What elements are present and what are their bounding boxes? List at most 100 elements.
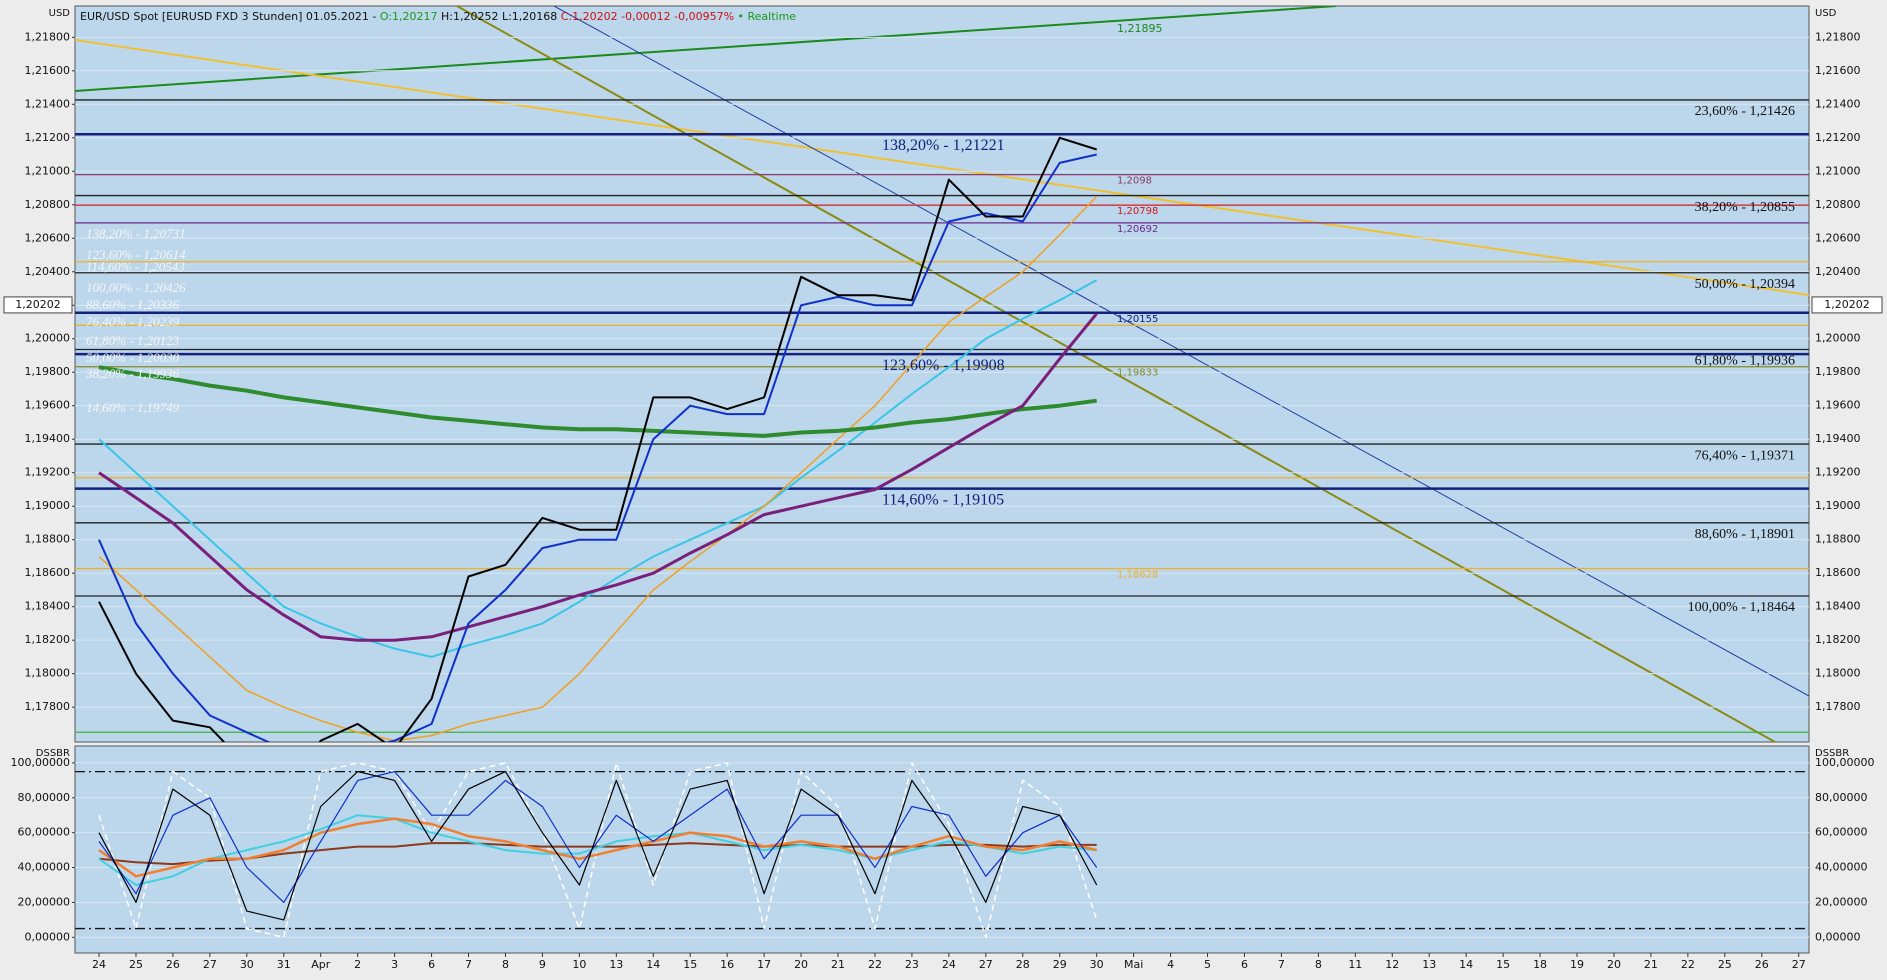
y-tick-label: 1,18400: [1815, 600, 1861, 613]
y-tick-label: 1,20600: [1815, 231, 1861, 244]
y-tick-label: 1,21800: [25, 30, 71, 43]
y-tick-label: 1,18000: [1815, 667, 1861, 680]
x-tick-label: 21: [1644, 958, 1658, 971]
level-tag: 1,19833: [1117, 368, 1158, 379]
unit-label: USD: [49, 8, 71, 19]
y-tick-label: 1,21400: [25, 97, 71, 110]
level-label: 138,20% - 1,21221: [882, 137, 1005, 154]
y-tick-label: 1,19600: [1815, 399, 1861, 412]
y-tick-label: 100,00000: [11, 756, 71, 769]
series-line: [98, 195, 1098, 742]
x-tick-label: 25: [1718, 958, 1732, 971]
x-tick-label: 20: [794, 958, 808, 971]
x-tick-label: 8: [1315, 958, 1322, 971]
y-tick-label: 40,00000: [1815, 861, 1868, 874]
y-tick-label: 1,19800: [1815, 365, 1861, 378]
level-tag: 1,20798: [1117, 206, 1158, 217]
header-part: C:1,20202 -0,00012 -0,00957%: [561, 10, 734, 23]
top-tag: 1,21895: [1117, 22, 1163, 35]
y-tick-label: 1,21800: [1815, 30, 1861, 43]
y-tick-label: 60,00000: [1815, 826, 1868, 839]
x-tick-label: 15: [683, 958, 697, 971]
header-part: EUR/USD Spot [EURUSD FXD 3 Stunden] 01.0…: [80, 10, 376, 23]
x-tick-label: 20: [1607, 958, 1621, 971]
y-tick-label: 1,19400: [1815, 432, 1861, 445]
x-tick-label: 4: [1167, 958, 1174, 971]
series-line: [98, 771, 1098, 921]
price-tag-box: [1811, 296, 1883, 314]
labels: 1,17800 1,17800 1,18000 1,18000 1,18200 1,182…: [3, 8, 1883, 971]
x-tick-label: 3: [391, 958, 398, 971]
price-tag-box: [3, 296, 73, 314]
level-label: 50,00% - 1,20394: [1695, 277, 1795, 292]
x-tick-label: 24: [92, 958, 106, 971]
y-tick-label: 1,19800: [25, 365, 71, 378]
left-fib-label: 123,60% - 1,20614: [86, 247, 186, 262]
header-part: • Realtime: [738, 10, 797, 23]
header-part: H:1,20252 L:1,20168: [441, 10, 557, 23]
level-tag: 1,20155: [1117, 314, 1158, 325]
x-tick-label: 21: [831, 958, 845, 971]
series-line: [98, 817, 1097, 878]
y-tick-label: 1,21600: [1815, 64, 1861, 77]
y-tick-label: 60,00000: [18, 826, 71, 839]
trendline: [553, 6, 1809, 697]
level-label: 61,80% - 1,19936: [1695, 354, 1795, 369]
level-label: 123,60% - 1,19908: [882, 357, 1005, 374]
y-tick-label: 20,00000: [1815, 895, 1868, 908]
y-tick-label: 1,18800: [1815, 533, 1861, 546]
y-tick-label: 100,00000: [1815, 756, 1875, 769]
y-tick-label: 1,17800: [1815, 700, 1861, 713]
x-tick-label: 23: [905, 958, 919, 971]
level-tag: 1,18628: [1117, 570, 1158, 581]
y-tick-label: 1,18600: [25, 566, 71, 579]
x-tick-label: 14: [1459, 958, 1473, 971]
left-fib-label: 114,60% - 1,20543: [86, 259, 185, 274]
y-tick-label: 1,19400: [25, 432, 71, 445]
x-tick-label: 5: [1204, 958, 1211, 971]
x-tick-label: 6: [428, 958, 435, 971]
unit-label: DSSBR: [36, 748, 70, 759]
x-tick-label: 19: [1570, 958, 1584, 971]
y-tick-label: 0,00000: [25, 930, 71, 943]
y-tick-label: 40,00000: [18, 861, 71, 874]
x-tick-label: 12: [1385, 958, 1399, 971]
y-tick-label: 20,00000: [18, 895, 71, 908]
level-tag: 1,20692: [1117, 224, 1158, 235]
header: EUR/USD Spot [EURUSD FXD 3 Stunden] 01.0…: [80, 10, 796, 23]
series-line: [98, 365, 1097, 438]
x-tick-label: 7: [465, 958, 472, 971]
x-tick-label: 13: [1422, 958, 1436, 971]
x-tick-label: 28: [1016, 958, 1030, 971]
x-tick-label: 10: [572, 958, 586, 971]
y-tick-label: 1,20000: [25, 332, 71, 345]
level-label: 114,60% - 1,19105: [882, 491, 1004, 508]
price-tag: 1,20202: [1824, 298, 1870, 311]
y-tick-label: 1,18400: [25, 600, 71, 613]
x-tick-label: 13: [609, 958, 623, 971]
oscillator-plot: [75, 762, 1809, 939]
trendlines: [75, 6, 1809, 742]
level-label: 76,40% - 1,19371: [1695, 448, 1795, 463]
y-tick-label: 1,20800: [25, 198, 71, 211]
y-tick-label: 1,20400: [25, 265, 71, 278]
left-fib-label: 50,00% - 1,20030: [86, 350, 180, 365]
y-tick-label: 1,21200: [1815, 131, 1861, 144]
x-tick-label: 27: [979, 958, 993, 971]
x-tick-label: 29: [1053, 958, 1067, 971]
y-tick-label: 0,00000: [1815, 930, 1861, 943]
y-tick-label: 1,17800: [25, 700, 71, 713]
y-tick-label: 1,19200: [25, 466, 71, 479]
x-tick-label: 7: [1278, 958, 1285, 971]
level-label: 100,00% - 1,18464: [1688, 600, 1795, 615]
left-fib-label: 76,40% - 1,20239: [86, 314, 180, 329]
y-tick-label: 1,18600: [1815, 566, 1861, 579]
series-line: [98, 814, 1097, 886]
x-tick-label: 9: [539, 958, 546, 971]
y-tick-label: 1,18200: [25, 633, 71, 646]
series-line: [98, 771, 1098, 903]
x-tick-label: 30: [240, 958, 254, 971]
x-tick-label: Mai: [1124, 958, 1143, 971]
x-tick-label: 27: [203, 958, 217, 971]
